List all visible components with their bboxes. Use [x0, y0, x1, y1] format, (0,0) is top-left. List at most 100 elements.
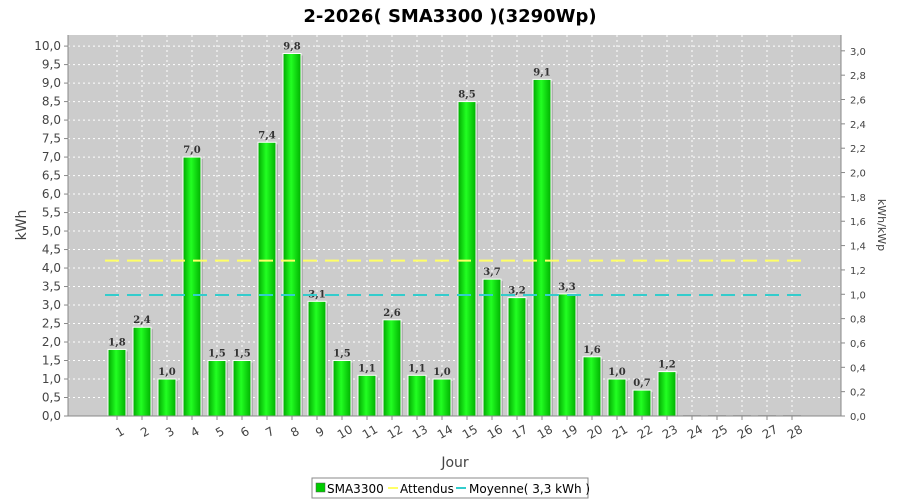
bar-data-label: 1,1 — [358, 363, 375, 374]
bar-data-label: 1,8 — [108, 337, 125, 348]
y-tick-label: 0,0 — [42, 409, 61, 423]
legend-label-moyenne: Moyenne( 3,3 kWh ) — [469, 482, 590, 496]
bar-data-label: 1,5 — [333, 349, 350, 360]
y-right-tick-label: 0,8 — [850, 315, 866, 326]
bar — [632, 389, 652, 417]
y-tick-label: 1,5 — [42, 354, 61, 368]
y-right-tick-label: 1,4 — [850, 242, 866, 253]
grid-lines — [68, 35, 841, 416]
bar — [257, 141, 277, 417]
x-tick-label: 27 — [760, 422, 780, 442]
bar — [482, 278, 502, 417]
x-axis-title: Jour — [440, 455, 469, 471]
y-right-tick-label: 0,2 — [850, 388, 866, 399]
bar — [407, 374, 427, 417]
y-right-tick-label: 0,4 — [850, 363, 866, 374]
y-tick-label: 3,5 — [42, 280, 61, 294]
x-tick-label: 23 — [660, 422, 680, 442]
y-tick-label: 9,5 — [42, 58, 61, 72]
x-tick-label: 2 — [138, 424, 152, 440]
y-right-tick-label: 1,0 — [850, 290, 866, 301]
y-right-tick-label: 1,2 — [850, 266, 866, 277]
bar-data-label: 1,5 — [208, 349, 225, 360]
y-right-tick-label: 1,6 — [850, 217, 866, 228]
y-axis-right-title: kWh/kWp — [875, 199, 888, 251]
x-tick-label: 18 — [535, 422, 555, 442]
bar-data-label: 1,0 — [158, 367, 175, 378]
bar — [532, 78, 552, 417]
y-axis-title: kWh — [14, 210, 30, 241]
y-tick-label: 2,0 — [42, 335, 61, 349]
y-tick-label: 0,5 — [42, 391, 61, 405]
x-tick-label: 22 — [635, 422, 655, 442]
chart-title: 2-2026( SMA3300 )(3290Wp) — [303, 6, 596, 27]
bar-data-label: 0,7 — [633, 378, 650, 389]
x-tick-label: 14 — [435, 422, 455, 442]
y-right-tick-label: 2,2 — [850, 144, 866, 155]
y-tick-label: 10,0 — [34, 39, 61, 53]
bar — [357, 374, 377, 417]
x-tick-label: 8 — [288, 424, 302, 440]
y-tick-label: 8,0 — [42, 113, 61, 127]
bar — [232, 360, 252, 417]
bar-data-label: 9,1 — [533, 67, 550, 78]
y-tick-label: 4,5 — [42, 243, 61, 257]
bar-data-label: 3,3 — [558, 282, 575, 293]
y-right-tick-label: 0,6 — [850, 339, 866, 350]
bar — [557, 293, 577, 417]
x-tick-label: 11 — [360, 422, 380, 442]
bar — [107, 348, 127, 417]
bar — [507, 297, 527, 417]
x-tick-label: 25 — [710, 422, 730, 442]
y-axis-left: 0,0 0,5 1,0 1,5 2,0 2,5 3,0 3,5 4,0 4,5 5,0 5,5 6,0 6… — [34, 35, 69, 423]
bar-data-label: 2,4 — [133, 315, 150, 326]
x-tick-label: 20 — [585, 422, 605, 442]
x-tick-label: 3 — [163, 424, 177, 440]
bar — [282, 52, 302, 417]
x-tick-label: 24 — [685, 422, 705, 442]
x-tick-label: 26 — [735, 422, 755, 442]
x-tick-label: 7 — [263, 424, 277, 440]
bar-data-label: 3,2 — [508, 286, 525, 297]
y-tick-label: 1,0 — [42, 372, 61, 386]
y-tick-label: 4,0 — [42, 261, 61, 275]
x-tick-label: 12 — [385, 422, 405, 442]
x-tick-label: 10 — [335, 422, 355, 442]
legend-label-attendus: Attendus — [400, 482, 454, 496]
x-tick-label: 15 — [460, 422, 480, 442]
y-right-tick-label: 2,4 — [850, 120, 866, 131]
x-tick-label: 4 — [188, 424, 202, 440]
bar-data-label: 8,5 — [458, 90, 475, 101]
x-tick-label: 21 — [610, 422, 630, 442]
bar-data-label: 9,8 — [283, 41, 300, 52]
y-right-tick-label: 1,8 — [850, 193, 866, 204]
y-tick-label: 5,0 — [42, 224, 61, 238]
bar-data-label: 1,5 — [233, 349, 250, 360]
x-tick-label: 9 — [313, 424, 327, 440]
y-right-tick-label: 2,8 — [850, 71, 866, 82]
bar — [582, 356, 602, 417]
x-tick-label: 13 — [410, 422, 430, 442]
bar — [457, 101, 477, 417]
bar-data-label: 1,0 — [608, 367, 625, 378]
legend-swatch-sma3300 — [315, 482, 326, 493]
bar — [207, 360, 227, 417]
x-tick-label: 28 — [785, 422, 805, 442]
bar — [132, 326, 152, 417]
legend: SMA3300 Attendus Moyenne( 3,3 kWh ) — [311, 477, 590, 499]
bar — [432, 378, 452, 417]
bar-data-label: 1,6 — [583, 345, 600, 356]
y-axis-right: 0,0 0,2 0,4 0,6 0,8 1,0 1,2 1,4 1,6 1,8 2,0 2,2 2,4 2… — [840, 35, 866, 423]
bar — [607, 378, 627, 417]
x-tick-label: 17 — [510, 422, 530, 442]
bar — [157, 378, 177, 417]
y-right-tick-label: 2,0 — [850, 169, 866, 180]
bar-data-label: 3,7 — [483, 267, 500, 278]
y-tick-label: 7,0 — [42, 150, 61, 164]
legend-box — [311, 477, 589, 499]
y-tick-label: 9,0 — [42, 76, 61, 90]
bars: 1,82,41,07,01,5 1,57,49,83,11,51,12,61,1 1… — [107, 41, 801, 417]
bar-data-label: 2,6 — [383, 308, 400, 319]
legend-label-sma3300: SMA3300 — [327, 482, 384, 496]
